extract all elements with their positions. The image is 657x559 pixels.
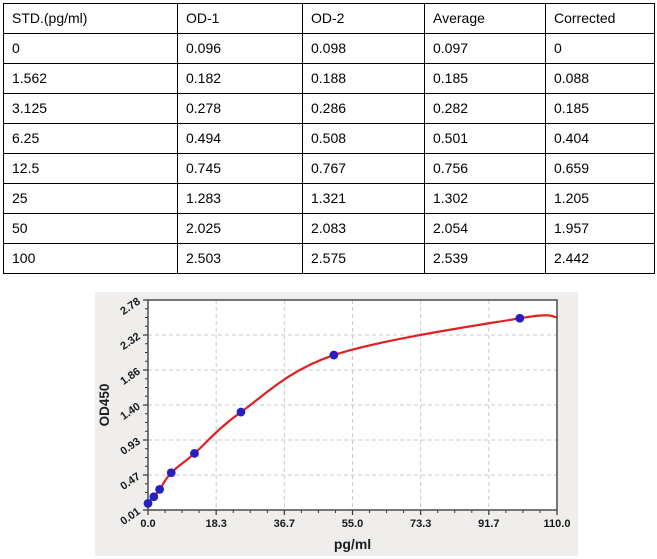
table-cell: 0.767	[302, 153, 425, 184]
plot-border	[147, 299, 558, 511]
y-axis-title: OD450	[97, 384, 112, 427]
table-cell: 25	[3, 183, 178, 214]
data-point	[143, 499, 153, 508]
x-tick-label: 18.3	[205, 518, 226, 530]
x-axis-title: pg/ml	[334, 536, 371, 552]
column-header: OD-2	[302, 3, 425, 34]
table-cell: 6.25	[3, 123, 178, 154]
table-cell: 1.957	[545, 213, 655, 244]
table-cell: 0.182	[177, 63, 303, 94]
x-tick-label: 36.7	[274, 518, 295, 530]
table-cell: 0.508	[302, 123, 425, 154]
table-cell: 0.278	[177, 93, 303, 124]
table-cell: 0.404	[545, 123, 655, 154]
standards-table: STD.(pg/ml) OD-1 OD-2 Average Corrected 0 0.0…	[3, 3, 655, 274]
table-cell: 0.659	[545, 153, 655, 184]
table-row: 25 1.283 1.321 1.302 1.205	[3, 183, 655, 214]
x-tick-label: 91.7	[478, 518, 499, 530]
table-body: 0 0.096 0.098 0.097 0 1.562 0.182 0.188 0.185 0.0…	[3, 33, 655, 274]
table-cell: 2.503	[177, 243, 303, 274]
table-cell: 0.185	[545, 93, 655, 124]
table-cell: 100	[3, 243, 178, 274]
data-point	[166, 468, 176, 478]
x-tick-label: 55.0	[342, 518, 363, 530]
table-cell: 2.083	[302, 213, 425, 244]
table-cell: 1.205	[545, 183, 655, 214]
data-point	[155, 484, 165, 494]
data-point	[515, 313, 525, 323]
table-row: 12.5 0.745 0.767 0.756 0.659	[3, 153, 655, 184]
table-cell: 12.5	[3, 153, 178, 184]
table-cell: 3.125	[3, 93, 178, 124]
table-cell: 2.054	[424, 213, 546, 244]
table-cell: 1.321	[302, 183, 425, 214]
column-header: OD-1	[177, 3, 303, 34]
table-cell: 50	[3, 213, 178, 244]
table-cell: 0.088	[545, 63, 655, 94]
x-tick-label: 110.0	[544, 518, 571, 530]
table-row: 6.25 0.494 0.508 0.501 0.404	[3, 123, 655, 154]
table-cell: 0.097	[424, 33, 546, 64]
column-header: STD.(pg/ml)	[3, 3, 178, 34]
standard-curve-chart: 0.00.01 18.30.4736.70.9355.01.4073.31.869…	[95, 292, 578, 556]
table-cell: 0	[545, 33, 655, 64]
table-cell: 0.756	[424, 153, 546, 184]
table-cell: 2.575	[302, 243, 425, 274]
table-row: 1.562 0.182 0.188 0.185 0.088	[3, 63, 655, 94]
x-tick-label: 73.3	[410, 518, 431, 530]
table-cell: 1.283	[177, 183, 303, 214]
table-row: 3.125 0.278 0.286 0.282 0.185	[3, 93, 655, 124]
table-cell: 0.188	[302, 63, 425, 94]
table-cell: 0.185	[424, 63, 546, 94]
table-row: 100 2.503 2.575 2.539 2.442	[3, 243, 655, 274]
table-cell: 0.745	[177, 153, 303, 184]
table-cell: 2.442	[545, 243, 655, 274]
data-point	[236, 407, 246, 417]
table-cell: 0.494	[177, 123, 303, 154]
data-point	[329, 350, 339, 360]
table-row: 0 0.096 0.098 0.097 0	[3, 33, 655, 64]
table-header-row: STD.(pg/ml) OD-1 OD-2 Average Corrected	[3, 3, 655, 34]
column-header: Average	[424, 3, 546, 34]
table-cell: 0	[3, 33, 178, 64]
table-cell: 1.302	[424, 183, 546, 214]
table-cell: 0.096	[177, 33, 303, 64]
table-cell: 1.562	[3, 63, 178, 94]
table-cell: 0.282	[424, 93, 546, 124]
data-point	[190, 449, 199, 458]
x-tick-label: 0.0	[140, 518, 155, 530]
table-cell: 0.501	[424, 123, 546, 154]
table-cell: 2.539	[424, 243, 546, 274]
column-header: Corrected	[545, 3, 655, 34]
table-row: 50 2.025 2.083 2.054 1.957	[3, 213, 655, 244]
data-point	[149, 492, 159, 502]
elisa-report-page: STD.(pg/ml) OD-1 OD-2 Average Corrected 0 0.0…	[0, 3, 657, 559]
table-cell: 0.098	[302, 33, 425, 64]
table-cell: 0.286	[302, 93, 425, 124]
table-cell: 2.025	[177, 213, 303, 244]
chart-panel: 0.0 0.01 18.3 0.47 36.7 0.93 55.0 1.40 73.3 1.86 9…	[95, 292, 578, 556]
